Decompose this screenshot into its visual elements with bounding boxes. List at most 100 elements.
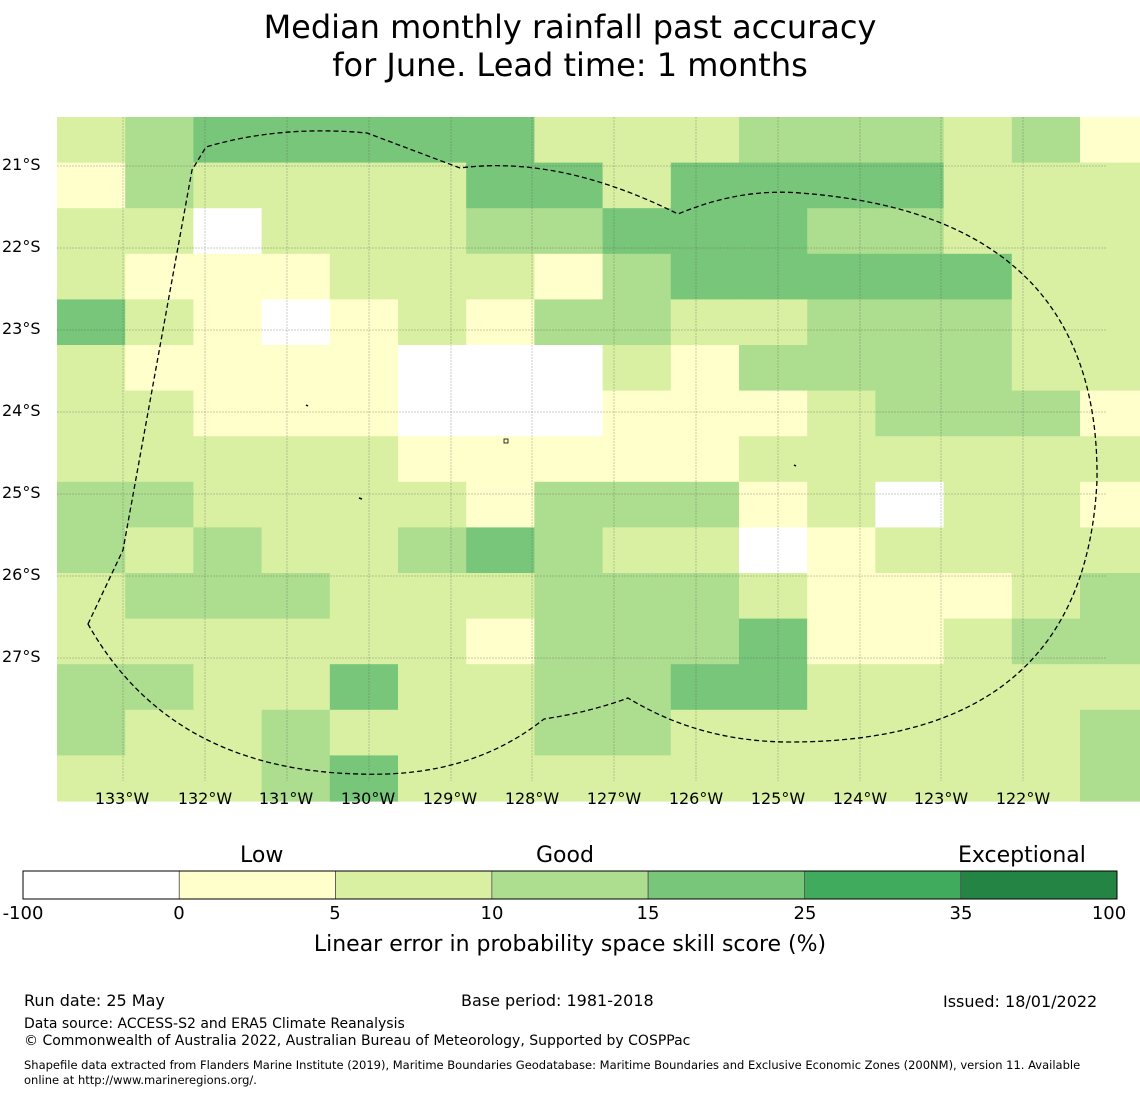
- grid-cell: [602, 253, 672, 300]
- colorbar-tick-label: 10: [480, 903, 504, 924]
- island-marks: [305, 404, 797, 500]
- grid-cell: [670, 618, 740, 665]
- colorbar-tick-label: -100: [2, 903, 44, 924]
- shapefile-credit-line1: Shapefile data extracted from Flanders M…: [24, 1058, 1081, 1072]
- colorbar-segment: [178, 870, 336, 900]
- grid-cell: [602, 162, 672, 209]
- grid-cell: [875, 573, 945, 620]
- grid-cell: [261, 664, 331, 711]
- grid-cell: [739, 390, 808, 437]
- grid-cell: [466, 481, 535, 528]
- grid-cell: [57, 390, 126, 437]
- grid-cell: [670, 299, 740, 346]
- grid-cell: [739, 345, 808, 392]
- grid-cell: [534, 755, 604, 802]
- grid-cell: [261, 162, 331, 209]
- grid-cell: [602, 436, 672, 483]
- grid-cell: [398, 664, 467, 711]
- grid-cell: [261, 709, 331, 756]
- lon-label: 133°W: [94, 789, 150, 808]
- grid-cell: [739, 573, 808, 620]
- colorbar-tick-label: 100: [1091, 903, 1127, 924]
- grid-cell: [57, 117, 126, 164]
- grid-cell: [1011, 117, 1081, 164]
- grid-cell: [1011, 481, 1081, 528]
- grid-cell: [943, 345, 1013, 392]
- grid-cell: [670, 573, 740, 620]
- lat-label: 25°S: [2, 483, 41, 502]
- map-title-line2: for June. Lead time: 1 months: [332, 46, 808, 84]
- grid-cell: [534, 253, 604, 300]
- grid-cell: [329, 299, 399, 346]
- grid-cell: [943, 527, 1013, 574]
- grid-cell: [57, 573, 126, 620]
- grid-cell: [57, 345, 126, 392]
- grid-cell: [125, 481, 194, 528]
- lat-label: 23°S: [2, 319, 41, 338]
- grid-cell: [193, 390, 263, 437]
- grid-cell: [1080, 618, 1140, 665]
- grid-cell: [329, 208, 399, 255]
- grid-cell: [193, 481, 263, 528]
- grid-cell: [534, 162, 604, 209]
- lon-label: 124°W: [832, 789, 888, 808]
- grid-cell: [193, 162, 263, 209]
- grid-cell: [875, 709, 945, 756]
- shapefile-credit-line2: online at http://www.marineregions.org/.: [24, 1073, 257, 1087]
- grid-cell: [602, 345, 672, 392]
- grid-cell: [670, 253, 740, 300]
- grid-cell: [466, 390, 535, 437]
- colorbar-tick-label: 25: [793, 903, 817, 924]
- base-period: Base period: 1981-2018: [461, 991, 654, 1010]
- grid-cell: [329, 481, 399, 528]
- grid-cell: [534, 527, 604, 574]
- grid-cell: [329, 436, 399, 483]
- lon-label: 123°W: [913, 789, 969, 808]
- grid-cell: [807, 208, 876, 255]
- grid-cell: [193, 664, 263, 711]
- grid-cell: [466, 299, 535, 346]
- grid-cell: [1080, 664, 1140, 711]
- grid-cell: [1080, 299, 1140, 346]
- grid-cell: [193, 253, 263, 300]
- grid-cell: [466, 345, 535, 392]
- grid-cell: [943, 117, 1013, 164]
- grid-cell: [466, 208, 535, 255]
- grid-cell: [261, 755, 331, 802]
- grid-cell: [466, 436, 535, 483]
- grid-cell: [739, 664, 808, 711]
- grid-cell: [125, 755, 194, 802]
- grid-cell: [398, 527, 467, 574]
- colorbar-segment: [804, 870, 962, 900]
- grid-cell: [739, 755, 808, 802]
- grid-cell: [670, 208, 740, 255]
- grid-cell: [57, 481, 126, 528]
- grid-cell: [193, 345, 263, 392]
- grid-cell: [670, 117, 740, 164]
- grid-cell: [398, 253, 467, 300]
- grid-cell: [57, 664, 126, 711]
- grid-cell: [670, 481, 740, 528]
- grid-cell: [670, 527, 740, 574]
- grid-cell: [398, 208, 467, 255]
- grid-cell: [1080, 755, 1140, 802]
- grid-cell: [57, 208, 126, 255]
- lat-label: 21°S: [2, 155, 41, 174]
- grid-cell: [1011, 436, 1081, 483]
- grid-cell: [329, 162, 399, 209]
- colorbar-tick-label: 15: [636, 903, 660, 924]
- grid-cell: [466, 709, 535, 756]
- grid-cell: [807, 390, 876, 437]
- grid-cell: [807, 618, 876, 665]
- grid-cell: [943, 208, 1013, 255]
- grid-cell: [193, 527, 263, 574]
- grid-cell: [943, 755, 1013, 802]
- grid-cell: [57, 527, 126, 574]
- colorbar-segment: [22, 870, 180, 900]
- grid-cell: [261, 573, 331, 620]
- grid-cell: [1011, 390, 1081, 437]
- grid-cell: [739, 481, 808, 528]
- grid-cell: [1011, 664, 1081, 711]
- grid-cell: [261, 117, 331, 164]
